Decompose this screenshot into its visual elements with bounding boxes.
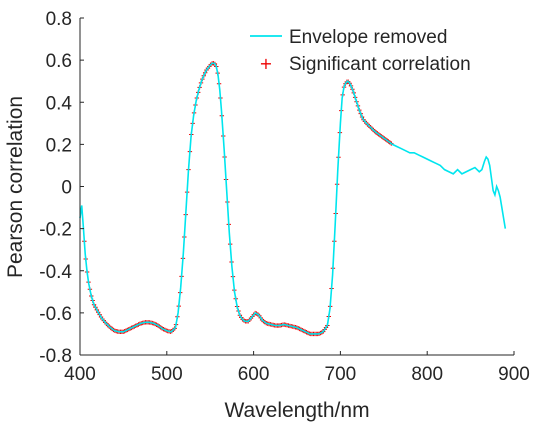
x-tick-label: 600: [238, 364, 270, 385]
y-tick-label: -0.4: [39, 262, 72, 283]
y-tick-label: 0: [61, 178, 72, 199]
envelope-removed-line: [79, 62, 507, 335]
y-tick-label: -0.6: [39, 304, 72, 325]
y-tick-label: 0.8: [46, 9, 72, 30]
significant-markers: [82, 61, 394, 337]
y-tick-label: -0.8: [39, 346, 72, 367]
legend: Envelope removed + Significant correlati…: [250, 27, 471, 75]
legend-label-envelope-removed: Envelope removed: [289, 27, 447, 48]
y-tick-label: 0.4: [46, 93, 73, 114]
x-tick-label: 800: [411, 364, 443, 385]
y-ticks: -0.8 -0.6 -0.4 -0.2 0 0.2 0.4 0.6 0.8: [39, 9, 84, 367]
x-tick-label: 900: [498, 364, 530, 385]
x-axis-label: Wavelength/nm: [224, 399, 369, 422]
legend-plus-swatch: +: [259, 54, 272, 73]
y-tick-label: 0.2: [46, 135, 72, 156]
x-ticks: 400 500 600 700 800 900: [64, 351, 530, 385]
legend-label-significant-correlation: Significant correlation: [289, 54, 471, 75]
x-tick-label: 400: [64, 364, 96, 385]
y-tick-label: 0.6: [46, 51, 72, 72]
y-tick-label: -0.2: [39, 220, 72, 241]
x-tick-label: 500: [151, 364, 183, 385]
x-tick-label: 700: [325, 364, 357, 385]
y-axis-label: Pearson correlation: [4, 96, 27, 278]
